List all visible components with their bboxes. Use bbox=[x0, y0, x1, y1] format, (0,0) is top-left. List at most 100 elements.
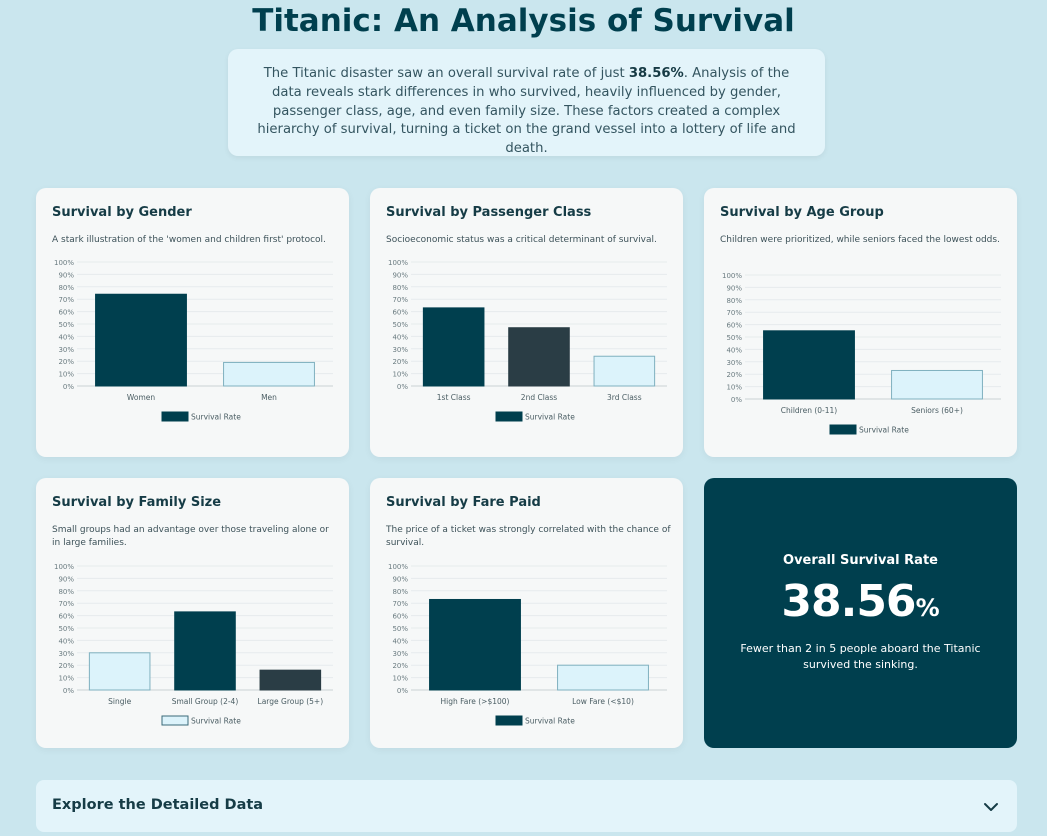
y-tick-label: 80% bbox=[392, 588, 408, 596]
legend-swatch bbox=[495, 715, 523, 726]
chart-title: Survival by Family Size bbox=[52, 495, 222, 510]
intro-text-start: The Titanic disaster saw an overall surv… bbox=[263, 66, 629, 81]
bar bbox=[593, 355, 656, 387]
x-tick-label: 3rd Class bbox=[607, 393, 642, 402]
bar-chart-fare: 0% 10% 20% 30% 40% 50% 60% 70% 80% 90% 100% High Fa… bbox=[388, 563, 667, 726]
intro-summary: The Titanic disaster saw an overall surv… bbox=[228, 49, 825, 156]
intro-text-end: . Analysis of the data reveals stark dif… bbox=[257, 66, 796, 157]
y-tick-label: 90% bbox=[58, 271, 74, 279]
y-tick-label: 60% bbox=[726, 322, 742, 330]
x-tick-label: Low Fare (<$10) bbox=[572, 697, 634, 706]
y-tick-label: 60% bbox=[392, 613, 408, 621]
legend-swatch bbox=[161, 715, 189, 726]
chart-card-gender: Survival by Gender A stark illustration … bbox=[36, 188, 349, 457]
legend-label: Survival Rate bbox=[191, 717, 241, 726]
bar bbox=[223, 361, 315, 387]
chart-title: Survival by Age Group bbox=[720, 205, 884, 220]
y-tick-label: 50% bbox=[392, 625, 408, 633]
y-tick-label: 70% bbox=[58, 600, 74, 608]
bar bbox=[891, 369, 983, 400]
explore-data-accordion[interactable]: Explore the Detailed Data bbox=[36, 780, 1017, 832]
chart-title: Survival by Passenger Class bbox=[386, 205, 592, 220]
y-tick-label: 80% bbox=[58, 284, 74, 292]
y-tick-label: 30% bbox=[58, 650, 74, 658]
y-tick-label: 40% bbox=[392, 637, 408, 645]
chevron-down-icon[interactable] bbox=[981, 797, 1001, 817]
y-tick-label: 0% bbox=[63, 687, 74, 695]
chart-description: The price of a ticket was strongly corre… bbox=[386, 525, 671, 548]
y-tick-label: 20% bbox=[58, 358, 74, 366]
y-tick-label: 90% bbox=[58, 575, 74, 583]
legend-label: Survival Rate bbox=[191, 413, 241, 422]
y-tick-label: 100% bbox=[722, 272, 742, 280]
x-tick-label: Men bbox=[261, 393, 277, 402]
y-tick-label: 60% bbox=[58, 309, 74, 317]
y-tick-label: 100% bbox=[54, 259, 74, 267]
kpi-unit: % bbox=[915, 594, 940, 622]
y-tick-label: 90% bbox=[392, 271, 408, 279]
chart-card-class: Survival by Passenger Class Socioeconomi… bbox=[370, 188, 683, 457]
y-tick-label: 40% bbox=[726, 346, 742, 354]
bar bbox=[429, 598, 521, 691]
kpi-label: Overall Survival Rate bbox=[783, 553, 938, 568]
legend-swatch bbox=[495, 411, 523, 422]
bar bbox=[88, 652, 151, 691]
y-tick-label: 10% bbox=[392, 675, 408, 683]
bar bbox=[422, 307, 485, 387]
y-tick-label: 30% bbox=[58, 346, 74, 354]
chart-description: A stark illustration of the 'women and c… bbox=[52, 235, 326, 245]
y-tick-label: 50% bbox=[726, 334, 742, 342]
y-tick-label: 0% bbox=[63, 383, 74, 391]
y-tick-label: 70% bbox=[392, 296, 408, 304]
y-tick-label: 90% bbox=[726, 284, 742, 292]
y-tick-label: 40% bbox=[58, 333, 74, 341]
x-tick-label: 2nd Class bbox=[521, 393, 557, 402]
y-tick-label: 20% bbox=[392, 358, 408, 366]
y-tick-label: 30% bbox=[392, 346, 408, 354]
chart-card-age: Survival by Age Group Children were prio… bbox=[704, 188, 1017, 457]
page-title: Titanic: An Analysis of Survival bbox=[252, 3, 795, 39]
x-tick-label: Single bbox=[108, 697, 131, 706]
bar-chart-age: 0% 10% 20% 30% 40% 50% 60% 70% 80% 90% 100% Childre… bbox=[722, 272, 1001, 435]
x-tick-label: Children (0-11) bbox=[781, 406, 838, 415]
y-tick-label: 50% bbox=[58, 625, 74, 633]
x-tick-label: Large Group (5+) bbox=[258, 697, 324, 706]
y-tick-label: 50% bbox=[392, 321, 408, 329]
y-tick-label: 70% bbox=[392, 600, 408, 608]
bar bbox=[174, 611, 236, 691]
chart-title: Survival by Fare Paid bbox=[386, 495, 541, 510]
y-tick-label: 30% bbox=[726, 359, 742, 367]
y-tick-label: 0% bbox=[731, 396, 742, 404]
bar-chart-family: 0% 10% 20% 30% 40% 50% 60% 70% 80% 90% 100% Single S… bbox=[54, 563, 333, 726]
y-tick-label: 70% bbox=[726, 309, 742, 317]
bar bbox=[259, 669, 322, 691]
bar-chart-class: 0% 10% 20% 30% 40% 50% 60% 70% 80% 90% 100% 1st Cla… bbox=[388, 259, 667, 422]
y-tick-label: 0% bbox=[397, 383, 408, 391]
bar bbox=[763, 330, 855, 400]
y-tick-label: 30% bbox=[392, 650, 408, 658]
y-tick-label: 10% bbox=[726, 384, 742, 392]
chart-description: Children were prioritized, while seniors… bbox=[720, 235, 1000, 245]
y-tick-label: 40% bbox=[392, 333, 408, 341]
y-tick-label: 10% bbox=[392, 371, 408, 379]
bar bbox=[95, 293, 187, 387]
y-tick-label: 20% bbox=[726, 371, 742, 379]
y-tick-label: 40% bbox=[58, 637, 74, 645]
chart-card-family: Survival by Family Size Small groups had… bbox=[36, 478, 349, 748]
legend-swatch bbox=[161, 411, 189, 422]
y-tick-label: 80% bbox=[726, 297, 742, 305]
legend-label: Survival Rate bbox=[525, 413, 575, 422]
explore-title: Explore the Detailed Data bbox=[52, 797, 264, 813]
chart-description: Small groups had an advantage over those… bbox=[52, 525, 329, 548]
y-tick-label: 0% bbox=[397, 687, 408, 695]
y-tick-label: 80% bbox=[392, 284, 408, 292]
kpi-note: Fewer than 2 in 5 people aboard the Tita… bbox=[740, 642, 981, 671]
legend-label: Survival Rate bbox=[859, 426, 909, 435]
y-tick-label: 20% bbox=[58, 662, 74, 670]
y-tick-label: 80% bbox=[58, 588, 74, 596]
kpi-number: 38.56 bbox=[781, 576, 916, 627]
x-tick-label: 1st Class bbox=[437, 393, 471, 402]
y-tick-label: 60% bbox=[392, 309, 408, 317]
legend-swatch bbox=[829, 424, 857, 435]
y-tick-label: 10% bbox=[58, 371, 74, 379]
